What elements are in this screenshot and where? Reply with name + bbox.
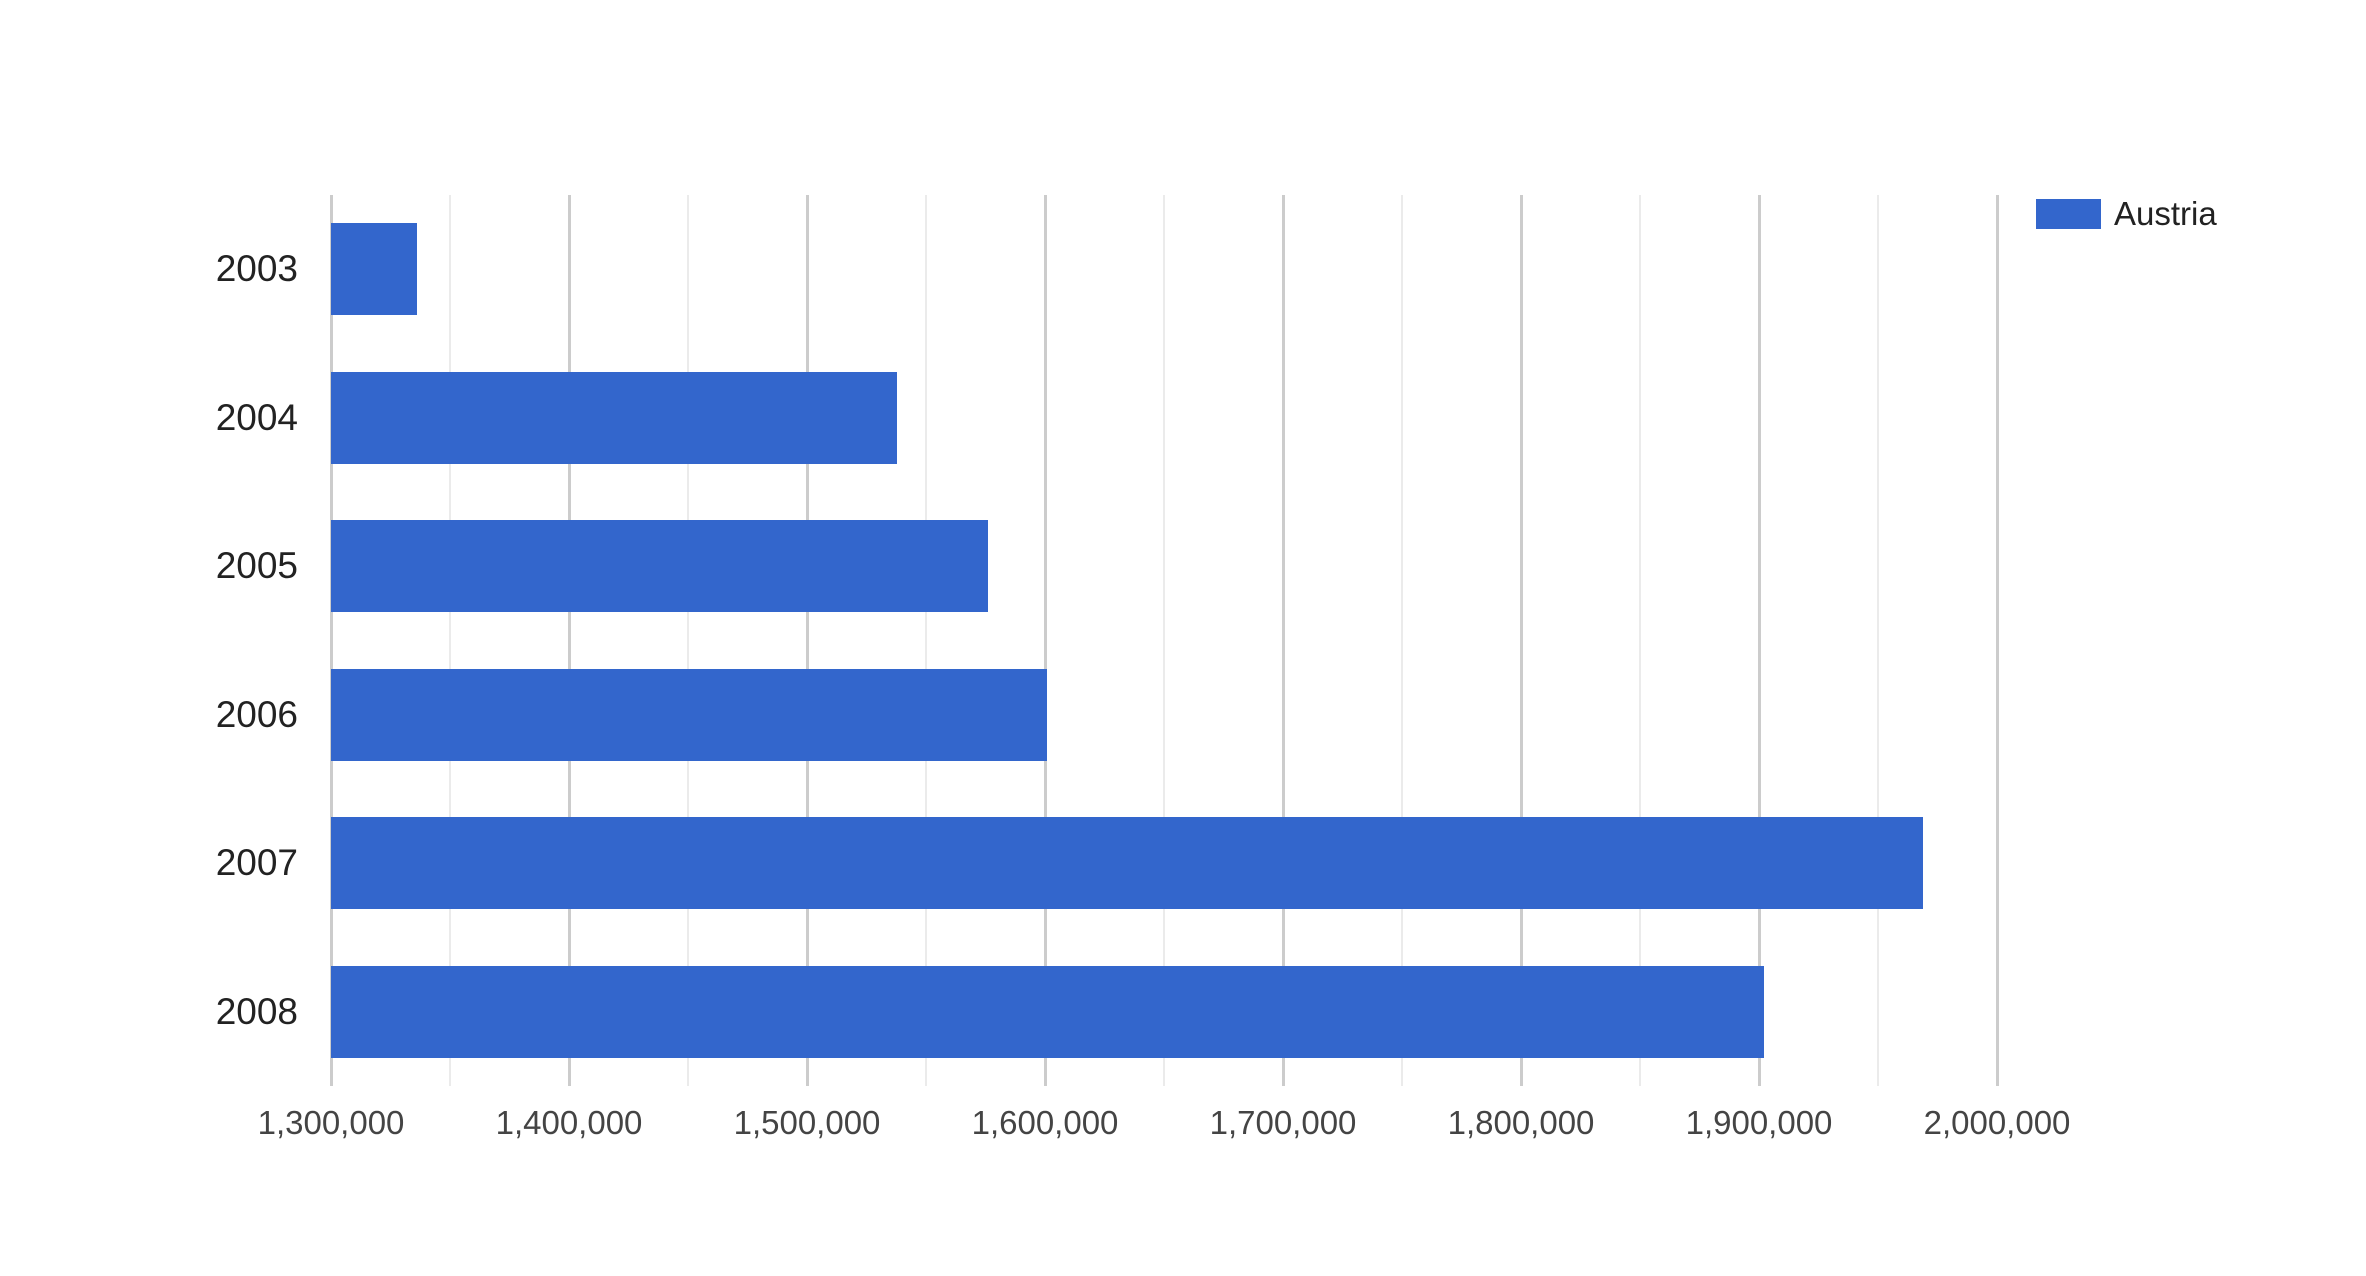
- minor-gridline: [687, 195, 689, 1086]
- y-axis-label-2004: 2004: [215, 396, 298, 438]
- legend-swatch-icon: [2036, 199, 2101, 229]
- x-axis-label: 1,900,000: [1685, 1104, 1833, 1141]
- minor-gridline: [1401, 195, 1403, 1086]
- major-gridline: [329, 195, 333, 1086]
- x-axis-label: 1,500,000: [733, 1104, 881, 1141]
- major-gridline: [1281, 195, 1285, 1086]
- major-gridline: [1995, 195, 1999, 1086]
- legend-label: Austria: [2114, 195, 2217, 232]
- minor-gridline: [925, 195, 927, 1086]
- y-axis-label-2003: 2003: [215, 248, 298, 290]
- major-gridline: [1757, 195, 1761, 1086]
- x-axis-label: 1,800,000: [1447, 1104, 1595, 1141]
- major-gridline: [1519, 195, 1523, 1086]
- major-gridline: [1043, 195, 1047, 1086]
- x-axis-label: 1,400,000: [495, 1104, 643, 1141]
- x-axis-label: 1,300,000: [257, 1104, 405, 1141]
- y-axis-label-2008: 2008: [215, 990, 298, 1032]
- bar-2003[interactable]: [331, 223, 417, 316]
- major-gridline: [805, 195, 809, 1086]
- major-gridline: [567, 195, 571, 1086]
- bar-2007[interactable]: [331, 817, 1924, 910]
- y-axis-label-2005: 2005: [215, 545, 298, 587]
- minor-gridline: [1877, 195, 1879, 1086]
- bar-2006[interactable]: [331, 668, 1048, 761]
- minor-gridline: [449, 195, 451, 1086]
- x-axis-label: 2,000,000: [1923, 1104, 2071, 1141]
- plot-area: [329, 195, 1999, 1086]
- y-axis-label-2006: 2006: [215, 693, 298, 735]
- x-axis-label: 1,600,000: [971, 1104, 1119, 1141]
- bar-2008[interactable]: [331, 965, 1764, 1058]
- minor-gridline: [1163, 195, 1165, 1086]
- legend: Austria: [2036, 195, 2217, 233]
- bar-2004[interactable]: [331, 371, 898, 464]
- x-axis-label: 1,700,000: [1209, 1104, 1357, 1141]
- bar-2005[interactable]: [331, 520, 988, 613]
- y-axis-label-2007: 2007: [215, 842, 298, 884]
- minor-gridline: [1639, 195, 1641, 1086]
